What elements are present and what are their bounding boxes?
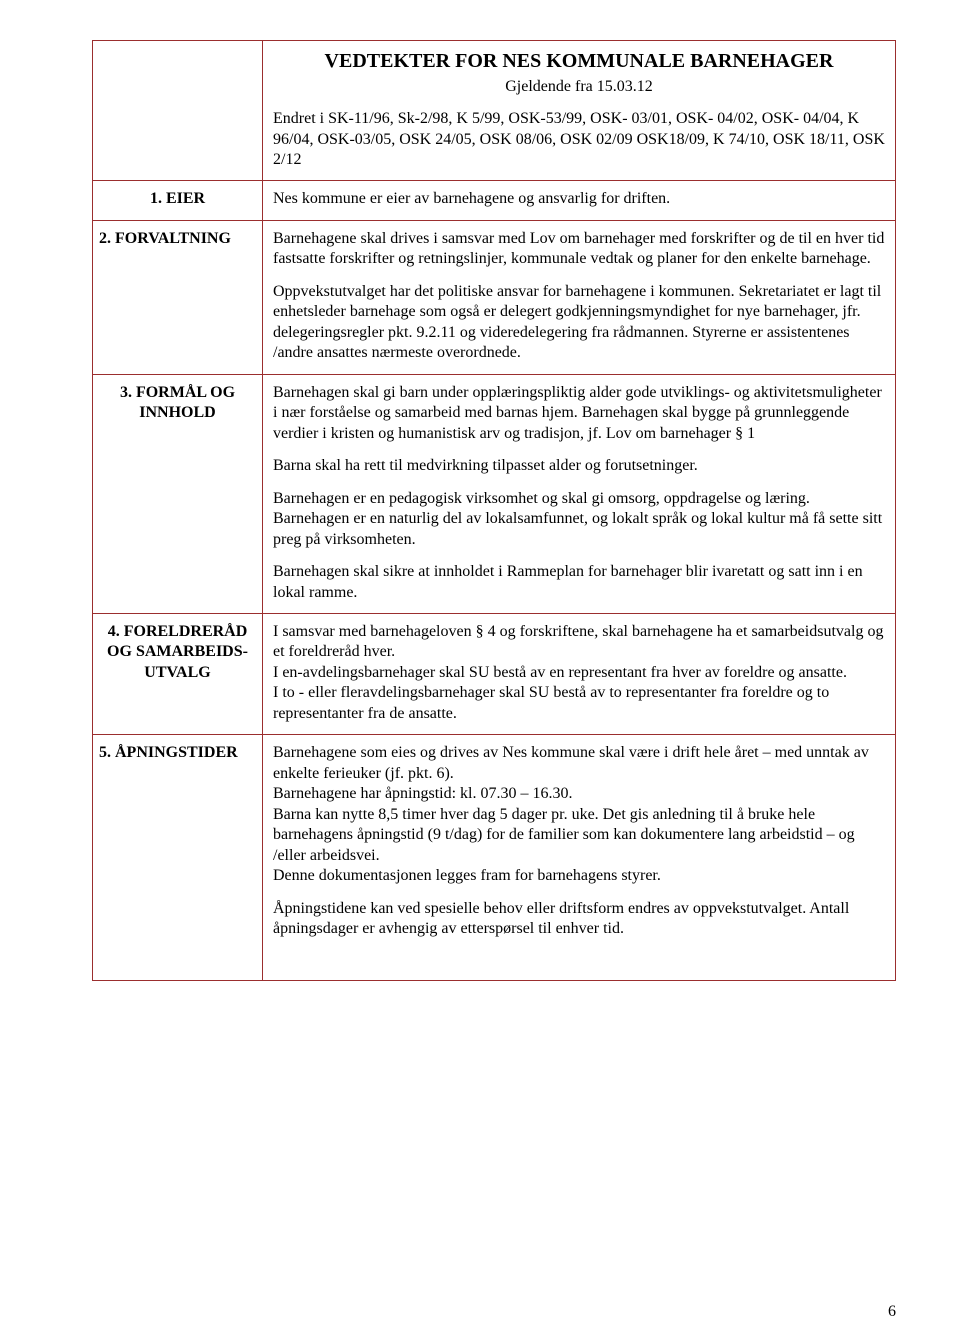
table-row: 2. FORVALTNING Barnehagene skal drives i…	[93, 220, 896, 374]
row-label-foreldreraad: 4. FORELDRERÅD OG SAMARBEIDS-UTVALG	[93, 613, 263, 734]
row-body-forvaltning: Barnehagene skal drives i samsvar med Lo…	[263, 220, 896, 374]
header-cell: VEDTEKTER FOR NES KOMMUNALE BARNEHAGER G…	[263, 41, 896, 181]
row-label-formaal: 3. FORMÅL OG INNHOLD	[93, 374, 263, 613]
paragraph: I to - eller fleravdelingsbarnehager ska…	[273, 683, 885, 724]
paragraph: Barnehagene som eies og drives av Nes ko…	[273, 743, 885, 784]
paragraph: Barna kan nytte 8,5 timer hver dag 5 dag…	[273, 805, 885, 866]
table-row-header: VEDTEKTER FOR NES KOMMUNALE BARNEHAGER G…	[93, 41, 896, 181]
paragraph: Denne dokumentasjonen legges fram for ba…	[273, 866, 885, 886]
row-label-forvaltning: 2. FORVALTNING	[93, 220, 263, 374]
row-label-eier: 1. EIER	[93, 181, 263, 220]
paragraph: Barna skal ha rett til medvirkning tilpa…	[273, 456, 885, 476]
paragraph: Barnehagene skal drives i samsvar med Lo…	[273, 229, 885, 270]
table-row: 3. FORMÅL OG INNHOLD Barnehagen skal gi …	[93, 374, 896, 613]
paragraph: Barnehagene har åpningstid: kl. 07.30 – …	[273, 784, 885, 804]
document-page: VEDTEKTER FOR NES KOMMUNALE BARNEHAGER G…	[0, 0, 960, 1339]
row-body-formaal: Barnehagen skal gi barn under opplærings…	[263, 374, 896, 613]
paragraph: Barnehagen skal sikre at innholdet i Ram…	[273, 562, 885, 603]
header-left-empty	[93, 41, 263, 181]
paragraph: Oppvekstutvalget har det politiske ansva…	[273, 282, 885, 364]
table-row: 1. EIER Nes kommune er eier av barnehage…	[93, 181, 896, 220]
row-body-foreldreraad: I samsvar med barnehageloven § 4 og fors…	[263, 613, 896, 734]
page-number: 6	[888, 1303, 896, 1321]
paragraph: Åpningstidene kan ved spesielle behov el…	[273, 899, 885, 940]
document-subtitle: Gjeldende fra 15.03.12	[273, 77, 885, 97]
paragraph: I en-avdelingsbarnehager skal SU bestå a…	[273, 663, 885, 683]
row-body-aapningstider: Barnehagene som eies og drives av Nes ko…	[263, 735, 896, 980]
paragraph: I samsvar med barnehageloven § 4 og fors…	[273, 622, 885, 663]
paragraph: Nes kommune er eier av barnehagene og an…	[273, 189, 885, 209]
table-row: 5. ÅPNINGSTIDER Barnehagene som eies og …	[93, 735, 896, 980]
amendments-text: Endret i SK-11/96, Sk-2/98, K 5/99, OSK-…	[273, 109, 885, 170]
regulations-table: VEDTEKTER FOR NES KOMMUNALE BARNEHAGER G…	[92, 40, 896, 981]
paragraph: Barnehagen er en pedagogisk virksomhet o…	[273, 489, 885, 550]
row-body-eier: Nes kommune er eier av barnehagene og an…	[263, 181, 896, 220]
table-row: 4. FORELDRERÅD OG SAMARBEIDS-UTVALG I sa…	[93, 613, 896, 734]
document-title: VEDTEKTER FOR NES KOMMUNALE BARNEHAGER	[273, 49, 885, 75]
row-label-aapningstider: 5. ÅPNINGSTIDER	[93, 735, 263, 980]
paragraph: Barnehagen skal gi barn under opplærings…	[273, 383, 885, 444]
